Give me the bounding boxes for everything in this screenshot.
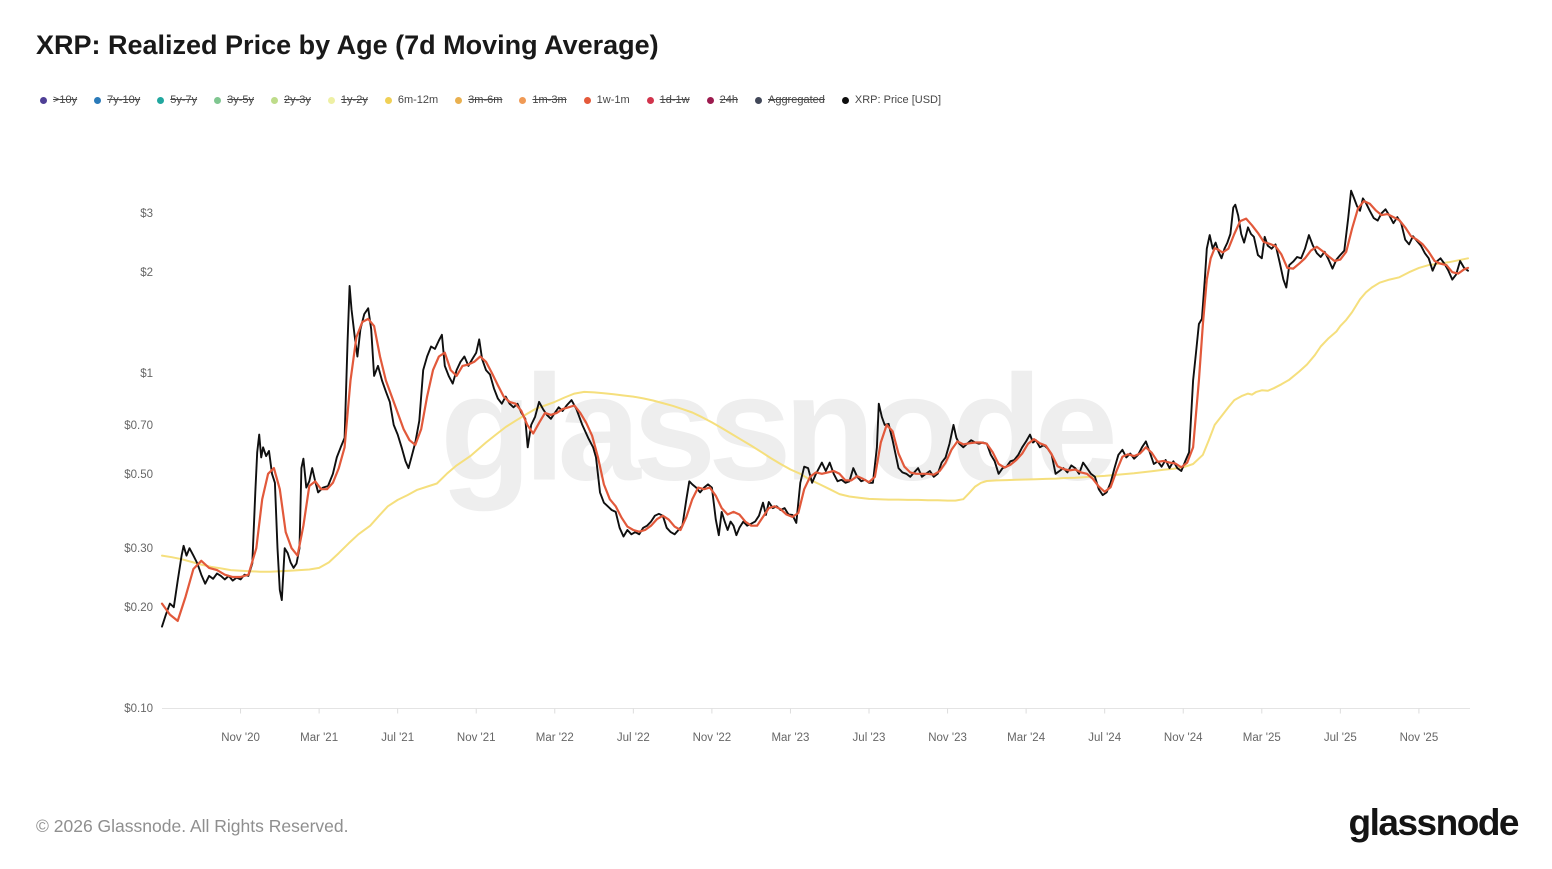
legend-item-1m-3m[interactable]: 1m-3m xyxy=(519,94,567,106)
legend-dot-icon xyxy=(214,96,222,104)
y-tick-label: $0.50 xyxy=(124,469,153,481)
series-line-1w-1m xyxy=(160,200,1470,622)
legend-item-3m-6m[interactable]: 3m-6m xyxy=(455,94,502,106)
legend-dot-icon xyxy=(327,96,335,104)
legend-dot-icon xyxy=(40,96,47,104)
legend-item-2y-3y[interactable]: 2y-3y xyxy=(271,94,311,106)
legend-item-1w-1m[interactable]: 1w-1m xyxy=(583,94,630,106)
legend-dot-icon xyxy=(583,96,591,104)
y-tick-label: $1 xyxy=(140,368,153,380)
legend-item-label: 5y-7y xyxy=(170,94,198,106)
legend-dot-icon xyxy=(754,96,762,104)
x-tick-label: Nov '25 xyxy=(1400,732,1439,744)
series-line-xrp-price-usd xyxy=(161,189,1469,628)
legend-dot-icon xyxy=(646,96,654,104)
legend-item-label: Aggregated xyxy=(767,94,825,106)
legend-dot-icon xyxy=(94,96,102,104)
x-tick-label: Mar '23 xyxy=(771,732,809,744)
x-tick-label: Mar '25 xyxy=(1243,732,1281,744)
legend-dot-icon xyxy=(157,96,165,104)
legend: >10y 7y-10y 5y-7y 3y-5y 2y-3y 1y-2y 6m-12m 3m-6… xyxy=(40,94,941,106)
x-tick-label: Jul '25 xyxy=(1324,732,1357,744)
legend-item-3y-5y[interactable]: 3y-5y xyxy=(214,94,254,106)
chart-title: XRP: Realized Price by Age (7d Moving Av… xyxy=(36,30,659,60)
x-tick-label: Nov '24 xyxy=(1164,732,1203,744)
y-tick-label: $0.30 xyxy=(124,543,153,555)
legend-dot-icon xyxy=(271,96,279,104)
legend-item-label: 1d-1w xyxy=(659,94,690,106)
legend-item-xrp-price-usd[interactable]: XRP: Price [USD] xyxy=(841,94,942,106)
legend-dot-icon xyxy=(706,96,714,104)
legend-item-label: 6m-12m xyxy=(397,94,439,106)
legend-item-10y[interactable]: >10y xyxy=(40,94,77,106)
legend-item-label: 24h xyxy=(719,94,738,106)
legend-item-label: 3y-5y xyxy=(227,94,255,106)
legend-item-1d-1w[interactable]: 1d-1w xyxy=(646,94,690,106)
copyright-text: © 2026 Glassnode. All Rights Reserved. xyxy=(36,816,349,836)
legend-item-24h[interactable]: 24h xyxy=(706,94,738,106)
x-tick-label: Mar '22 xyxy=(536,732,574,744)
x-tick-label: Nov '22 xyxy=(693,732,732,744)
x-tick-label: Jul '24 xyxy=(1088,732,1121,744)
x-tick-label: Mar '24 xyxy=(1007,732,1046,744)
x-tick-label: Jul '21 xyxy=(381,732,414,744)
y-tick-label: $3 xyxy=(140,208,153,220)
x-tick-label: Mar '21 xyxy=(300,732,338,744)
legend-dot-icon xyxy=(519,96,527,104)
legend-item-6m-12m[interactable]: 6m-12m xyxy=(384,94,439,106)
legend-item-label: 7y-10y xyxy=(107,94,141,106)
legend-item-label: 1w-1m xyxy=(596,94,630,106)
x-tick-label: Nov '20 xyxy=(221,732,260,744)
y-tick-label: $0.10 xyxy=(124,703,153,715)
legend-item-aggregated[interactable]: Aggregated xyxy=(754,94,825,106)
legend-item-1y-2y[interactable]: 1y-2y xyxy=(327,94,368,106)
y-tick-label: $2 xyxy=(140,267,153,279)
x-tick-label: Jul '22 xyxy=(617,732,650,744)
legend-item-label: 2y-3y xyxy=(284,94,311,106)
y-tick-label: $0.20 xyxy=(124,602,153,614)
y-tick-label: $0.70 xyxy=(124,420,153,432)
legend-item-label: 1y-2y xyxy=(340,94,368,106)
legend-item-label: XRP: Price [USD] xyxy=(854,94,942,106)
legend-dot-icon xyxy=(841,96,849,104)
glassnode-logo: glassnode xyxy=(1348,802,1520,843)
legend-item-label: 3m-6m xyxy=(468,94,503,106)
legend-item-5y-7y[interactable]: 5y-7y xyxy=(157,94,197,106)
legend-dot-icon xyxy=(384,96,392,104)
series-line-6m-12m xyxy=(161,257,1469,573)
legend-item-label: 1m-3m xyxy=(532,94,567,106)
x-tick-label: Nov '21 xyxy=(457,732,496,744)
legend-dot-icon xyxy=(455,96,463,104)
x-tick-label: Jul '23 xyxy=(853,732,886,744)
legend-item-label: >10y xyxy=(53,94,78,106)
x-tick-label: Nov '23 xyxy=(928,732,967,744)
legend-item-7y-10y[interactable]: 7y-10y xyxy=(94,94,140,106)
